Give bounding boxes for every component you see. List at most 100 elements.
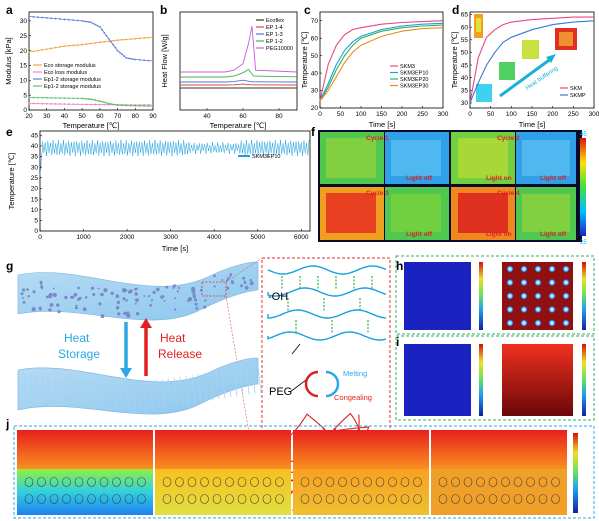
a-marker [138, 58, 141, 61]
a-marker [41, 96, 44, 99]
inset-thermal-5-core [559, 32, 573, 46]
j-particle [388, 494, 397, 504]
c-series-1 [319, 22, 444, 102]
a-marker [92, 98, 95, 101]
a-marker [67, 103, 70, 106]
j-sim-3-bottom [293, 469, 429, 515]
a-marker [90, 42, 92, 45]
j-particle [175, 477, 184, 487]
polymer-chain [267, 331, 387, 341]
a-marker [72, 103, 75, 106]
a-marker [121, 38, 123, 41]
j-particle [325, 494, 335, 504]
a-marker [63, 45, 66, 48]
panel-e-chart: 0 1000 2000 3000 4000 5000 6000 0 5 10 15 20 25 30 35… [7, 130, 311, 253]
j-particle [463, 494, 473, 504]
ribbon-particle [27, 295, 30, 298]
ribbon-stripe [77, 380, 82, 409]
j-particle [212, 477, 222, 487]
a-marker [116, 49, 119, 52]
j-particle [526, 494, 535, 504]
ribbon-particle [100, 292, 104, 297]
ribbon-stripe [107, 381, 112, 410]
ribbon-stripe [137, 381, 142, 410]
f-cycle-3-label: Cycle 3 [366, 190, 389, 197]
a-marker [118, 51, 121, 54]
a-marker [103, 103, 106, 106]
ribbon-stripe [35, 374, 40, 403]
ribbon-particle [103, 288, 108, 293]
ribbon-stripe [119, 381, 124, 410]
i-scale-left [479, 344, 483, 416]
panel-d-yticks: 30 35 40 45 50 55 60 65 [461, 12, 472, 107]
c-legend-label: SKM3 [400, 64, 415, 70]
c-ytick-label: 70 [311, 18, 319, 25]
a-marker [59, 45, 61, 48]
a-marker [127, 57, 130, 60]
j-particle [313, 494, 322, 504]
ribbon-stripe [83, 380, 88, 409]
j-particle [413, 477, 422, 487]
j-sim-1-top [17, 430, 153, 469]
a-ytick-label: 10 [20, 78, 28, 85]
a-marker [121, 53, 123, 56]
b-xtick-label: 40 [203, 113, 211, 120]
a-marker [50, 102, 53, 105]
h-scale-right [582, 262, 586, 330]
ribbon-particle [48, 292, 53, 297]
j-particle [162, 477, 172, 487]
a-marker [59, 18, 61, 20]
e-xtick-label: 1000 [76, 234, 91, 241]
heat-buffering-arrow [499, 56, 553, 98]
panel-h-frame [395, 255, 595, 335]
j-particle [526, 477, 535, 487]
a-marker [105, 101, 108, 104]
e-xtick-label: 3000 [163, 234, 178, 241]
j-particle [99, 477, 109, 487]
ribbon-particle [57, 310, 61, 314]
a-marker [129, 57, 132, 60]
a-marker [50, 17, 53, 20]
b-series-4 [180, 26, 298, 73]
a-marker [28, 15, 30, 18]
a-marker [32, 96, 35, 99]
ribbon-particle [122, 297, 126, 301]
j-particle [62, 494, 71, 504]
ribbon-particle [39, 308, 42, 311]
j-particle [363, 494, 372, 504]
ribbon-particle [134, 292, 138, 296]
d-xtick-label: 250 [568, 111, 579, 118]
a-marker [116, 39, 119, 42]
ribbon-particle [174, 308, 177, 311]
ribbon-particle [127, 290, 131, 294]
panel-e-xlabel: Time [s] [162, 244, 188, 253]
a-marker [85, 103, 88, 106]
ribbon-particle [97, 287, 100, 290]
panel-d-insets [474, 14, 577, 102]
ribbon-particle [92, 293, 96, 296]
ribbon-stripe [245, 366, 250, 395]
h-ring [534, 319, 542, 327]
j-particle [112, 477, 121, 487]
f-cycle-4-left: Light on [486, 231, 512, 238]
a-marker [90, 21, 92, 24]
ribbon-stripe [209, 371, 214, 401]
a-ytick-label: 25 [20, 33, 28, 40]
panel-letter-b: b [160, 3, 167, 17]
panel-letter-j: j [5, 417, 9, 431]
a-marker [96, 99, 99, 102]
j-particle [451, 477, 460, 487]
ribbon-particle [143, 295, 146, 297]
c-legend-label: SKM3EP10 [400, 71, 428, 77]
a-marker [110, 40, 112, 43]
ribbon-particle [203, 305, 207, 309]
j-particle [49, 494, 59, 504]
b-xtick-label: 80 [275, 113, 283, 120]
a-marker [76, 19, 79, 22]
a-marker [54, 97, 57, 99]
ribbon-top [17, 261, 259, 321]
a-marker [101, 100, 103, 103]
h-ring [506, 319, 514, 327]
a-marker [125, 57, 128, 59]
